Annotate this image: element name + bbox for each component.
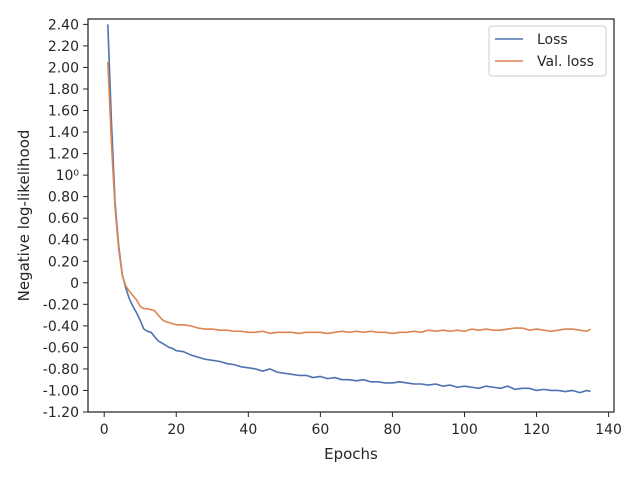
legend: Loss Val. loss xyxy=(488,25,607,77)
y-tick-label: 0.60 xyxy=(48,211,79,227)
x-tick-label: 120 xyxy=(523,422,550,438)
series-line-loss xyxy=(107,24,591,394)
x-tick-label: 40 xyxy=(239,422,257,438)
x-tick-label: 20 xyxy=(167,422,185,438)
y-tick-label: 2.20 xyxy=(48,39,79,55)
series-line-val-loss xyxy=(107,62,591,335)
y-tick-label: -1.00 xyxy=(43,383,79,399)
y-axis: 2.40 2.20 2.00 1.80 1.60 1.40 1.20 10⁰ 0.80 0.60 0… xyxy=(43,17,88,421)
y-tick-label: 0.20 xyxy=(48,254,79,270)
legend-label-loss: Loss xyxy=(537,32,568,48)
x-tick-label: 140 xyxy=(595,422,622,438)
legend-label-val-loss: Val. loss xyxy=(537,54,594,70)
y-tick-label: 1.20 xyxy=(48,147,79,163)
y-tick-label: 1.40 xyxy=(48,125,79,141)
y-axis-title: Negative log-likelihood xyxy=(15,130,33,302)
x-axis: 0 20 40 60 80 100 120 140 xyxy=(100,412,622,438)
y-tick-label: -0.60 xyxy=(43,340,79,356)
y-tick-label: 0.40 xyxy=(48,233,79,249)
axes-frame xyxy=(87,18,615,413)
y-tick-label: 0 xyxy=(70,276,79,292)
y-tick-label: 2.40 xyxy=(48,17,79,33)
x-tick-label: 80 xyxy=(384,422,402,438)
y-tick-label: 1.80 xyxy=(48,82,79,98)
y-tick-label: 2.00 xyxy=(48,60,79,76)
x-tick-label: 100 xyxy=(451,422,478,438)
y-tick-label: -0.20 xyxy=(43,297,79,313)
y-tick-label: -0.40 xyxy=(43,319,79,335)
y-tick-label: -1.20 xyxy=(43,405,79,421)
x-tick-label: 0 xyxy=(100,422,109,438)
y-tick-label: 1.60 xyxy=(48,104,79,120)
x-axis-title: Epochs xyxy=(324,445,378,463)
y-tick-label: 10⁰ xyxy=(56,168,80,184)
x-tick-label: 60 xyxy=(311,422,329,438)
y-tick-label: -0.80 xyxy=(43,362,79,378)
y-tick-label: 0.80 xyxy=(48,190,79,206)
plot-area xyxy=(107,24,591,394)
